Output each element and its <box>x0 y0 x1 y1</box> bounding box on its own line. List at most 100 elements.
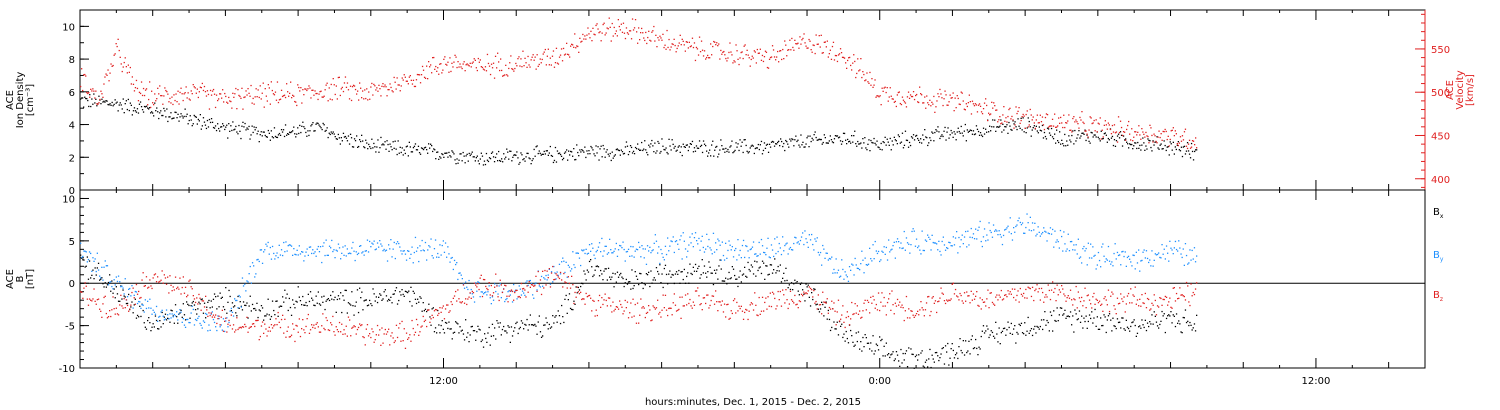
data-point <box>110 104 112 106</box>
data-point <box>876 140 878 142</box>
data-point <box>105 100 107 102</box>
data-point <box>1069 129 1071 131</box>
data-point <box>338 247 341 249</box>
data-point <box>215 296 217 298</box>
data-point <box>749 65 751 67</box>
data-point <box>568 266 571 268</box>
data-point <box>917 137 919 140</box>
data-point <box>759 266 761 268</box>
data-point <box>324 89 326 91</box>
data-point <box>511 301 514 303</box>
data-point <box>869 71 871 74</box>
data-point <box>388 150 390 152</box>
data-point <box>189 99 191 101</box>
data-point <box>192 123 194 125</box>
data-point <box>136 87 139 90</box>
data-point <box>741 244 744 247</box>
data-point <box>962 340 964 342</box>
data-point <box>818 311 821 313</box>
data-point <box>1035 125 1037 127</box>
data-point <box>432 307 434 309</box>
data-point <box>1071 324 1073 326</box>
data-point <box>944 90 946 92</box>
data-point <box>886 138 888 140</box>
data-point <box>400 250 402 252</box>
data-point <box>580 291 582 293</box>
data-point <box>1182 139 1185 141</box>
data-point <box>988 131 990 133</box>
data-point <box>154 93 156 95</box>
data-point <box>638 148 640 150</box>
data-point <box>555 161 558 163</box>
data-point <box>1115 327 1117 330</box>
data-point <box>953 131 955 133</box>
data-point <box>995 229 997 231</box>
data-point <box>242 326 245 328</box>
data-point <box>1026 127 1028 129</box>
data-point <box>104 101 106 103</box>
data-point <box>1006 124 1008 126</box>
data-point <box>696 240 698 242</box>
data-point <box>513 154 515 156</box>
data-point <box>500 334 502 336</box>
data-point <box>491 295 494 297</box>
data-point <box>318 93 320 95</box>
data-point <box>196 88 198 90</box>
data-point <box>417 324 419 326</box>
data-point <box>1128 120 1130 123</box>
data-point <box>1124 251 1126 253</box>
data-point <box>893 101 895 103</box>
data-point <box>101 277 103 279</box>
data-point <box>366 324 369 326</box>
data-point <box>634 271 636 273</box>
data-point <box>639 272 641 275</box>
data-point <box>296 249 298 251</box>
data-point <box>87 304 90 306</box>
data-point <box>427 78 429 80</box>
data-point <box>109 103 111 105</box>
data-point <box>872 244 874 246</box>
data-point <box>1178 240 1180 242</box>
data-point <box>950 245 952 247</box>
data-point <box>420 297 422 299</box>
data-point <box>280 305 283 307</box>
data-point <box>173 313 175 316</box>
data-point <box>594 34 596 36</box>
data-point <box>972 130 975 132</box>
data-point <box>80 85 82 88</box>
data-point <box>773 56 776 58</box>
data-point <box>1131 143 1133 146</box>
data-point <box>278 132 281 135</box>
data-point <box>1079 116 1081 119</box>
data-point <box>719 244 721 246</box>
data-point <box>860 58 862 60</box>
data-point <box>988 222 990 224</box>
data-point <box>626 145 629 147</box>
y-tick-label: 10 <box>62 22 75 33</box>
data-point <box>523 328 525 330</box>
data-point <box>82 255 84 258</box>
data-point <box>951 97 953 99</box>
data-point <box>1044 311 1046 313</box>
data-point <box>608 155 610 157</box>
data-point <box>1050 127 1053 130</box>
data-point <box>642 149 644 152</box>
data-point <box>564 281 566 283</box>
data-point <box>619 274 621 276</box>
data-point <box>295 254 297 256</box>
data-point <box>211 121 214 123</box>
data-point <box>390 146 392 148</box>
data-point <box>385 333 388 335</box>
data-point <box>1098 138 1100 140</box>
data-point <box>311 123 313 126</box>
data-point <box>1124 329 1126 331</box>
data-point <box>484 279 486 281</box>
data-point <box>958 346 960 348</box>
data-point <box>165 116 167 118</box>
data-point <box>322 122 324 125</box>
data-point <box>446 256 448 258</box>
data-point <box>907 91 910 93</box>
data-point <box>980 335 982 338</box>
data-point <box>790 282 793 284</box>
data-point <box>530 163 532 165</box>
